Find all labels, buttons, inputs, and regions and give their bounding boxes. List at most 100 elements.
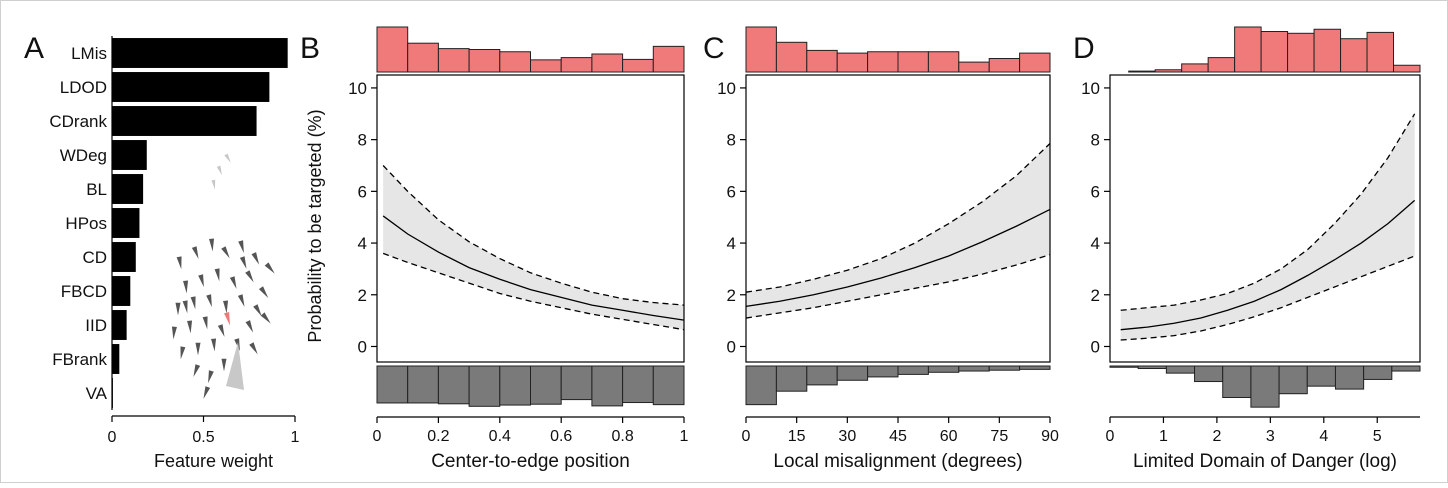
fish-icon — [258, 286, 269, 299]
bar — [112, 174, 144, 204]
bar-category-label: BL — [86, 180, 107, 199]
x-tick-label: 0.8 — [611, 428, 633, 445]
fish-icon — [229, 276, 237, 289]
fish-icon — [211, 179, 216, 190]
lower-ci-line — [382, 252, 685, 331]
top-histogram-bar — [622, 58, 654, 73]
bottom-histogram-bar — [560, 365, 593, 401]
top-histogram-bar — [1340, 38, 1368, 73]
bottom-histogram-bar — [376, 365, 409, 404]
upper-ci-line — [1120, 113, 1416, 311]
x-tick-label: 45 — [889, 428, 907, 445]
x-tick-label: 5 — [1373, 428, 1382, 445]
fish-icon — [245, 320, 254, 333]
top-histogram-bar — [560, 57, 593, 73]
y-tick-label: 2 — [727, 286, 736, 305]
panel-c-local-misalignment: 0 2 4 6 8 10 0 15 30 45 60 75 90 Local misalignment (… — [717, 26, 1059, 472]
bottom-histogram-bar — [745, 365, 777, 406]
fitted-line — [745, 208, 1051, 308]
top-histogram-bar — [652, 45, 685, 73]
top-histogram-bar — [407, 42, 439, 73]
y-tick-label: 8 — [358, 131, 367, 150]
fish-icon — [251, 252, 260, 265]
panel-b-center-to-edge: 0 2 4 6 8 10 0 0.2 0.4 0.6 0.8 1 Center-to-edge posi… — [348, 26, 689, 472]
fish-icon — [238, 240, 244, 254]
y-tick-label: 2 — [1091, 286, 1100, 305]
bottom-histogram-bar — [1194, 365, 1224, 383]
y-tick-label: 8 — [1091, 131, 1100, 150]
y-tick-label: 4 — [358, 234, 367, 253]
y-tick-label: 4 — [1091, 234, 1100, 253]
upper-ci-line — [382, 165, 685, 306]
top-histogram-bar — [1234, 26, 1262, 73]
x-tick-label: 0.2 — [427, 428, 449, 445]
fish-icon — [175, 302, 181, 316]
confidence-band — [1120, 113, 1415, 341]
bottom-histogram-bar — [927, 365, 960, 373]
x-tick-label: 3 — [1266, 428, 1275, 445]
top-histogram-bar — [376, 26, 409, 73]
lower-ci-line — [745, 254, 1051, 319]
top-histogram-bar — [988, 58, 1021, 73]
y-tick-label: 10 — [348, 79, 367, 98]
y-tick-label: 2 — [358, 286, 367, 305]
bottom-histogram-bar — [836, 365, 869, 381]
x-tick-label: 15 — [788, 428, 806, 445]
fish-icon — [264, 262, 275, 274]
bottom-histogram-bar — [897, 365, 929, 375]
bottom-histogram-bar — [622, 365, 654, 404]
bar — [112, 208, 140, 238]
bottom-histogram-bar — [1250, 365, 1280, 408]
y-tick-label: 6 — [358, 182, 367, 201]
bar — [112, 344, 120, 374]
bottom-histogram-bar — [1165, 365, 1196, 374]
x-tick-label: 4 — [1319, 428, 1328, 445]
fish-icon — [209, 238, 215, 252]
x-tick-label: 0 — [373, 428, 382, 445]
bottom-histogram-bar — [499, 365, 531, 406]
bar-category-label: LDOD — [60, 78, 107, 97]
fish-icon — [206, 294, 212, 308]
fish-icon — [221, 246, 230, 259]
fish-icon — [214, 268, 220, 282]
bar — [112, 276, 131, 306]
x-tick-label: 75 — [990, 428, 1008, 445]
x-axis-label: Local misalignment (degrees) — [773, 451, 1022, 472]
fish-icon — [224, 153, 231, 163]
fish-icon — [217, 324, 225, 337]
fish-school-illustration — [171, 153, 275, 399]
x-tick-label: 1 — [1159, 428, 1168, 445]
bottom-histogram-bar — [958, 365, 990, 372]
upper-ci-line — [745, 143, 1051, 293]
fish-icon — [239, 256, 247, 269]
x-tick-label: 0 — [108, 429, 117, 446]
top-histogram-bar — [745, 26, 777, 73]
top-histogram-bar — [1393, 64, 1421, 73]
top-histogram-bar — [836, 52, 869, 73]
top-histogram-bar — [1128, 70, 1156, 73]
plot-frame — [1109, 74, 1421, 363]
top-histogram-bar — [927, 51, 960, 73]
fish-icon — [191, 246, 199, 259]
x-axis-label: Limited Domain of Danger (log) — [1133, 451, 1397, 472]
fish-icon — [253, 304, 262, 317]
bar-category-label: CDrank — [49, 112, 107, 131]
y-tick-label: 0 — [358, 337, 367, 356]
plot-frame — [745, 74, 1051, 363]
bottom-histogram-bar — [1278, 365, 1308, 395]
bar-category-label: HPos — [65, 214, 107, 233]
bar-category-label: CD — [82, 248, 107, 267]
top-histogram-bar — [867, 51, 899, 73]
top-histogram-bar — [958, 61, 990, 73]
top-histogram-bar — [1181, 63, 1209, 73]
top-histogram-bar — [499, 51, 531, 73]
x-tick-label: 30 — [838, 428, 856, 445]
top-histogram-bar — [530, 59, 562, 73]
y-tick-label: 8 — [727, 131, 736, 150]
bottom-histogram-bar — [1334, 365, 1365, 390]
bar — [112, 106, 257, 136]
fish-icon — [198, 274, 204, 288]
bottom-histogram-bar — [988, 365, 1021, 371]
top-histogram-bar — [775, 41, 808, 73]
bottom-histogram-bar — [775, 365, 808, 392]
